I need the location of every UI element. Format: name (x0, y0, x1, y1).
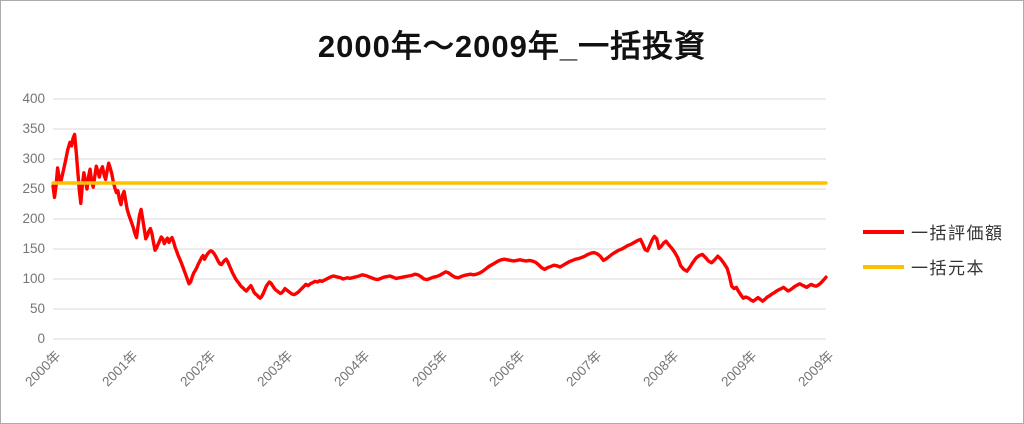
x-axis-label: 2006年 (486, 348, 528, 390)
x-axis-label: 2009年 (717, 348, 760, 390)
x-axis-label: 2000年 (22, 348, 64, 390)
x-axis-label: 2007年 (563, 348, 605, 390)
y-axis-label: 0 (37, 331, 45, 346)
y-axis-label: 250 (22, 181, 45, 196)
y-axis-label: 400 (22, 91, 45, 106)
x-axis-label: 2008年 (640, 348, 682, 390)
x-axis-label: 2005年 (408, 348, 451, 390)
principal-legend-line-icon (863, 264, 904, 269)
x-axis-label: 2003年 (254, 348, 296, 390)
chart-title: 2000年～2009年_一括投資 (317, 29, 707, 64)
x-axis-label: 2002年 (176, 348, 219, 390)
plot-area (51, 98, 828, 340)
y-axis-label: 350 (22, 121, 45, 136)
legend-label: 一括元本 (911, 259, 985, 278)
x-axis-label: 2009年 (795, 348, 837, 390)
y-axis-label: 300 (22, 151, 45, 166)
valuation-legend-line-icon (863, 229, 904, 234)
y-axis-label: 100 (22, 271, 45, 286)
y-axis-label: 150 (22, 241, 45, 256)
x-axis-label: 2004年 (331, 348, 373, 390)
y-axis-label: 50 (29, 301, 45, 316)
legend: 一括評価額 一括元本 (863, 222, 1004, 292)
x-axis-label: 2001年 (99, 348, 141, 390)
legend-item-principal: 一括元本 (863, 257, 1004, 278)
legend-label: 一括評価額 (911, 224, 1004, 243)
legend-item-valuation: 一括評価額 (863, 222, 1004, 243)
y-axis-label: 200 (22, 211, 45, 226)
valuation-series-line (51, 132, 828, 303)
